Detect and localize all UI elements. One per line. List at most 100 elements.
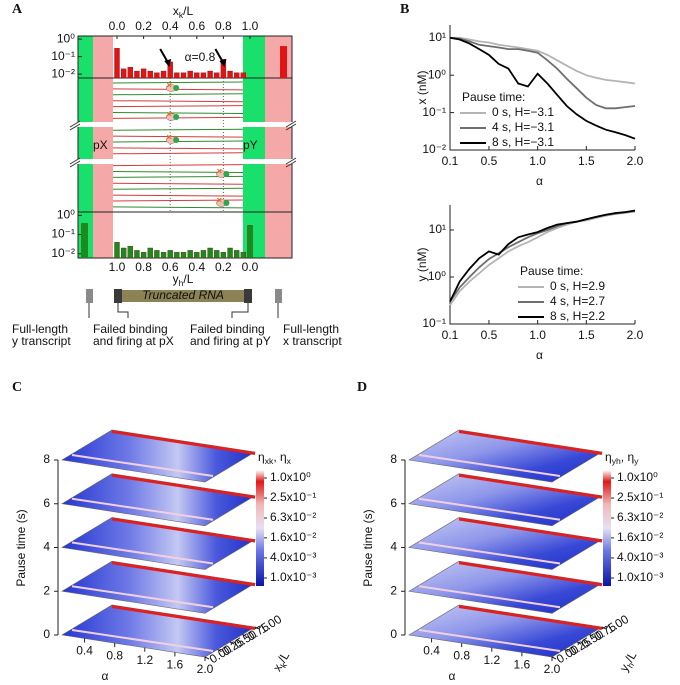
transcript	[112, 135, 244, 138]
histogram-bar	[114, 242, 120, 259]
plane-stripe	[71, 454, 214, 477]
note: Full-length	[283, 322, 339, 336]
histogram-bar	[200, 250, 207, 259]
factor	[173, 137, 180, 143]
histogram-bar	[167, 250, 173, 259]
histogram-bar	[121, 247, 127, 259]
x-tick-label: 0.4	[188, 260, 205, 274]
z-tick-label: 8	[390, 452, 397, 466]
y-tick-label: 10⁻²	[422, 142, 446, 156]
histogram-bar	[134, 70, 140, 79]
z-tick-label: 6	[43, 496, 50, 510]
plane-stripe	[418, 454, 561, 477]
transcript	[112, 100, 244, 103]
pos-tick	[254, 626, 260, 630]
box	[275, 289, 282, 303]
promoter-label: pY	[243, 138, 258, 152]
x-axis-label-part: x	[173, 4, 179, 18]
box	[114, 289, 122, 303]
colorbar-title-part: xk	[265, 456, 274, 466]
x-tick-label: 0.1	[442, 154, 459, 168]
z-axis-label: Pause time (s)	[14, 509, 28, 586]
x-tick-label: 0.4	[162, 19, 179, 33]
collision	[166, 82, 172, 88]
note: y transcript	[12, 334, 71, 348]
z-tick-label: 0	[43, 627, 50, 641]
panel-label: D	[357, 380, 367, 395]
alpha-tick-label: 1.6	[514, 658, 531, 672]
histogram-bar	[227, 247, 233, 259]
x-tick-label: 0.0	[242, 260, 259, 274]
x-axis-label-part: k	[179, 10, 184, 20]
y-tick-label: 10⁰	[428, 67, 446, 81]
box	[244, 289, 252, 303]
histogram-bar	[140, 68, 147, 79]
histogram-bar	[114, 48, 120, 79]
plane-stripe	[111, 517, 256, 543]
colorbar-title-part: yh	[612, 456, 621, 466]
panel-label: A	[12, 2, 23, 17]
region-pink	[93, 36, 113, 258]
y-tick-label: 10⁰	[57, 208, 75, 222]
alpha-tick-label: 1.6	[167, 658, 184, 672]
pos-axis-label: yh/L	[617, 649, 642, 675]
transcript	[112, 81, 244, 84]
x-tick-label: 0.5	[481, 154, 498, 168]
pos-tick-label: 1.00	[604, 612, 632, 636]
histogram-bar	[147, 247, 153, 259]
rna-label: Truncated RNA	[142, 288, 224, 302]
alpha-tick-label: 1.2	[136, 653, 153, 667]
histogram-bar	[194, 252, 200, 259]
colorbar-tick-label: 1.0x10⁻³	[617, 570, 663, 584]
colorbar-tick-label: 6.3x10⁻²	[270, 510, 316, 524]
pos-tick	[576, 641, 582, 645]
histogram-bar	[220, 59, 227, 79]
x-tick-label: 0.2	[215, 260, 232, 274]
note: x transcript	[283, 334, 342, 348]
transcript	[112, 112, 244, 114]
x-tick-label: 0.2	[135, 19, 152, 33]
z-tick-label: 6	[390, 496, 397, 510]
pos-tick	[217, 649, 222, 652]
transcript	[112, 182, 244, 185]
pos-tick	[589, 634, 594, 637]
histogram-bar	[240, 252, 247, 259]
note: Failed binding	[93, 322, 168, 336]
legend-title: Pause time:	[520, 264, 583, 278]
plane-stripe	[111, 473, 256, 499]
legend-label: 4 s, H=2.7	[550, 294, 605, 308]
histogram-bar	[121, 68, 127, 79]
x-tick-label: 2.0	[627, 154, 644, 168]
colorbar-title-part: η	[258, 450, 265, 464]
x-tick-label: 1.5	[578, 328, 595, 342]
plane-stripe	[458, 473, 603, 499]
x-tick-label: 1.0	[529, 328, 546, 342]
colorbar-tick-label: 4.0x10⁻³	[617, 550, 663, 564]
x-axis-label-part: y	[173, 272, 179, 286]
note: Full-length	[12, 322, 68, 336]
colorbar-title-part: η	[605, 450, 612, 464]
y-axis-label: x (nM)	[415, 71, 429, 105]
histogram-bar	[214, 250, 220, 259]
plane-stripe	[458, 430, 603, 455]
histogram-bar	[214, 72, 220, 79]
histogram-bar	[140, 252, 147, 259]
plane-stripe	[418, 541, 561, 565]
colorbar-tick-label: 6.3x10⁻²	[617, 510, 663, 524]
arrow-head	[164, 59, 172, 67]
colorbar-tick-label: 1.6x10⁻²	[617, 530, 663, 544]
z-tick-label: 4	[43, 540, 50, 554]
colorbar-tick-label: 4.0x10⁻³	[270, 550, 316, 564]
collision	[166, 134, 172, 140]
transcript	[112, 206, 244, 209]
histogram-bar	[207, 70, 213, 79]
x-tick-label: 0.6	[162, 260, 179, 274]
x-axis-label: xk/L	[173, 4, 194, 20]
histogram-bar	[220, 252, 227, 259]
transcript	[112, 105, 244, 108]
histogram-bar	[240, 72, 247, 79]
histogram-bar	[180, 252, 187, 259]
rna-bar	[122, 290, 244, 302]
y-tick-label: 10⁰	[57, 31, 75, 45]
series-line	[449, 36, 636, 140]
